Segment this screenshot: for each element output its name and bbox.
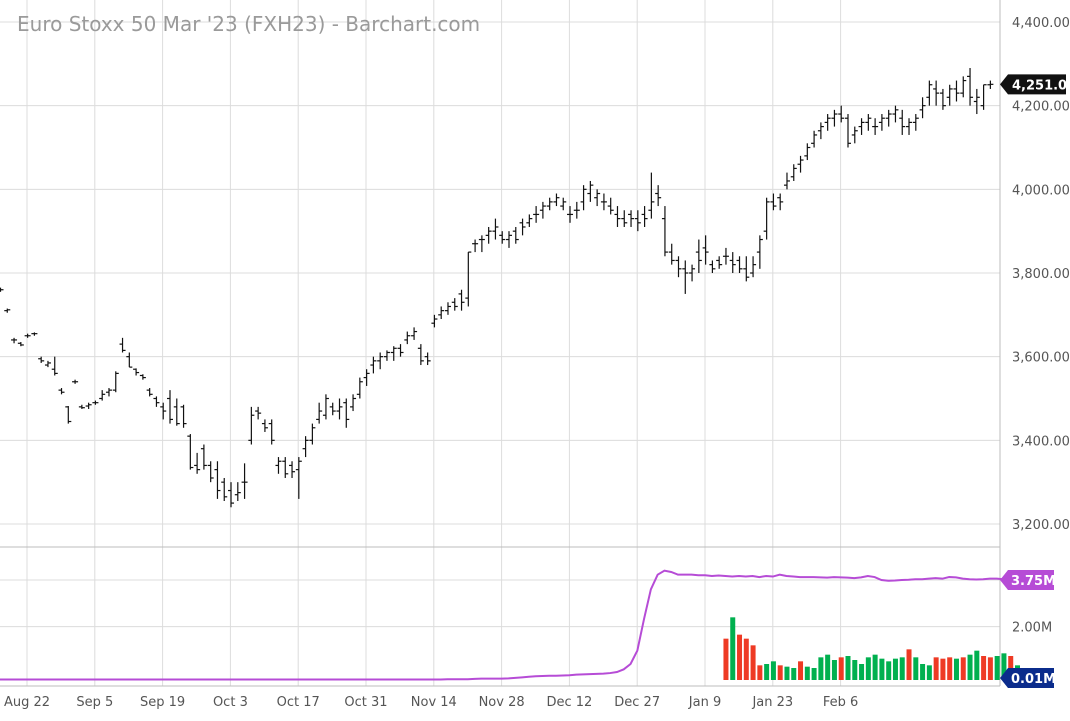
- price-tick-label: 3,600.00: [1012, 351, 1070, 366]
- volume-bar: [974, 650, 980, 680]
- volume-bar: [770, 661, 776, 680]
- volume-bar: [825, 654, 831, 680]
- volume-bar: [730, 617, 736, 680]
- price-tick-label: 4,000.00: [1012, 183, 1070, 198]
- price-tick-label: 4,400.00: [1012, 16, 1070, 31]
- x-tick-label: Oct 3: [213, 695, 248, 710]
- x-tick-label: Nov 28: [479, 695, 525, 710]
- volume-bar: [872, 654, 878, 680]
- volume-bar: [987, 657, 993, 680]
- volume-bar: [865, 657, 871, 680]
- price-tick-label: 3,200.00: [1012, 518, 1070, 533]
- x-tick-label: Sep 5: [76, 695, 113, 710]
- price-tick-label: 3,400.00: [1012, 434, 1070, 449]
- volume-bar: [791, 668, 797, 680]
- x-tick-label: Dec 12: [546, 695, 592, 710]
- volume-tick-label: 2.00M: [1012, 621, 1052, 636]
- volume-bar: [953, 658, 959, 680]
- volume-bar: [831, 660, 837, 680]
- x-tick-label: Oct 31: [344, 695, 387, 710]
- x-tick-label: Dec 27: [614, 695, 660, 710]
- price-tick-label: 4,200.00: [1012, 100, 1070, 115]
- volume-bar: [818, 657, 824, 680]
- open-interest-line: [0, 569, 1011, 681]
- volume-bar: [981, 656, 987, 680]
- volume-bar: [811, 668, 817, 680]
- volume-bar: [886, 661, 892, 680]
- current-volume-tag: [1000, 668, 1054, 688]
- open-interest-tag: [1000, 570, 1054, 590]
- volume-bar: [859, 664, 865, 680]
- x-tick-label: Feb 6: [823, 695, 858, 710]
- volume-bar: [750, 645, 756, 680]
- volume-bar: [913, 657, 919, 680]
- volume-bar: [777, 665, 783, 680]
- volume-bar: [967, 654, 973, 680]
- volume-bar: [804, 666, 810, 680]
- chart-title: Euro Stoxx 50 Mar '23 (FXH23) - Barchart…: [17, 12, 481, 36]
- volume-bar: [920, 664, 926, 680]
- x-tick-label: Nov 14: [411, 695, 457, 710]
- last-price-tag: [1000, 74, 1066, 95]
- volume-bar: [899, 657, 905, 680]
- volume-bar: [960, 657, 966, 680]
- x-tick-label: Sep 19: [140, 695, 185, 710]
- volume-bar: [906, 649, 912, 680]
- volume-bar: [892, 658, 898, 680]
- volume-bar: [743, 638, 749, 680]
- x-tick-label: Oct 17: [277, 695, 320, 710]
- x-tick-label: Aug 22: [4, 695, 50, 710]
- volume-bar: [879, 658, 885, 680]
- price-tick-label: 3,800.00: [1012, 267, 1070, 282]
- volume-bar: [723, 638, 729, 680]
- volume-bar: [926, 665, 932, 680]
- volume-bar: [852, 660, 858, 680]
- x-tick-label: Jan 9: [688, 695, 721, 710]
- open-interest-label: 3.75M: [1011, 574, 1056, 589]
- volume-bar: [764, 664, 770, 680]
- last-price-label: 4,251.00: [1012, 78, 1070, 93]
- volume-bar: [940, 658, 946, 680]
- volume-bar: [845, 656, 851, 680]
- volume-bar: [933, 657, 939, 680]
- volume-bar: [737, 634, 743, 680]
- volume-bar: [994, 656, 1000, 680]
- volume-bar: [947, 657, 953, 680]
- volume-bar: [757, 665, 763, 680]
- x-tick-label: Jan 23: [751, 695, 793, 710]
- current-volume-label: 0.01M: [1011, 672, 1056, 687]
- volume-bar: [784, 666, 790, 680]
- volume-bar: [838, 657, 844, 680]
- volume-bar: [1001, 653, 1007, 680]
- volume-bar: [798, 661, 804, 680]
